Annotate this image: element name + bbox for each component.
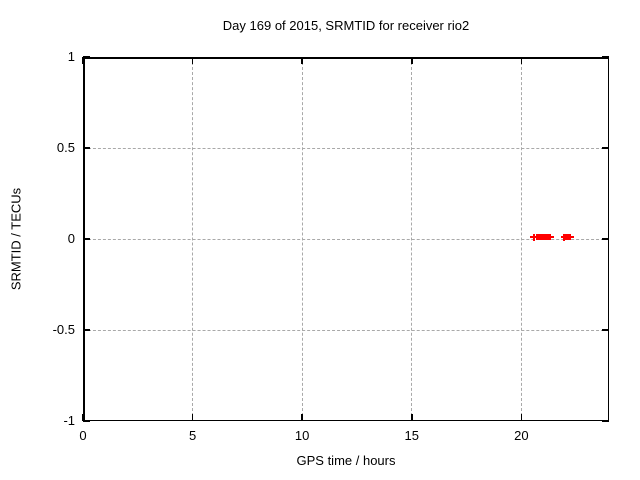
x-tick-label: 10 xyxy=(294,428,310,443)
x-tick-top xyxy=(191,57,194,64)
y-tick-label: -1 xyxy=(63,413,75,428)
y-tick-label: 0.5 xyxy=(56,140,75,155)
plot-area xyxy=(82,56,609,422)
y-tick-right xyxy=(602,329,609,331)
x-tick-bottom xyxy=(411,414,413,421)
plot-border-top xyxy=(83,57,609,59)
x-tick-label: 20 xyxy=(514,428,529,443)
x-tick-top xyxy=(82,57,84,64)
data-point-square xyxy=(565,234,572,241)
y-tick-label: -0.5 xyxy=(52,322,75,337)
x-tick-top xyxy=(520,57,523,64)
y-tick-left xyxy=(83,147,90,149)
data-point-square xyxy=(540,234,547,241)
y-tick-right xyxy=(602,56,609,58)
x-tick-bottom xyxy=(191,414,194,421)
x-tick-top xyxy=(301,57,303,64)
y-tick-right xyxy=(602,238,609,240)
data-point-square xyxy=(544,234,551,241)
data-point-square xyxy=(535,234,542,241)
y-tick-right xyxy=(602,147,609,149)
y-tick-left xyxy=(83,420,90,422)
gridline-horizontal xyxy=(83,147,609,149)
x-tick-bottom xyxy=(520,414,523,421)
y-tick-left xyxy=(83,56,90,58)
gridline-horizontal xyxy=(83,238,609,240)
x-tick-top xyxy=(411,57,413,64)
data-point-plus-v xyxy=(532,233,535,241)
y-tick-right xyxy=(602,420,609,422)
x-tick-label: 0 xyxy=(79,428,87,443)
x-tick-label: 5 xyxy=(188,428,197,443)
y-tick-left xyxy=(83,329,90,331)
chart-title: Day 169 of 2015, SRMTID for receiver rio… xyxy=(222,18,470,33)
x-tick-bottom xyxy=(82,414,84,421)
x-tick-label: 15 xyxy=(404,428,419,443)
y-tick-label: 1 xyxy=(67,49,75,64)
y-tick-left xyxy=(83,238,90,240)
plot-border-bottom xyxy=(83,419,609,421)
gridline-horizontal xyxy=(83,329,609,331)
data-point-plus-v xyxy=(563,233,566,241)
x-axis-title: GPS time / hours xyxy=(296,453,396,468)
y-tick-label: 0 xyxy=(67,231,75,246)
x-tick-bottom xyxy=(301,414,303,421)
